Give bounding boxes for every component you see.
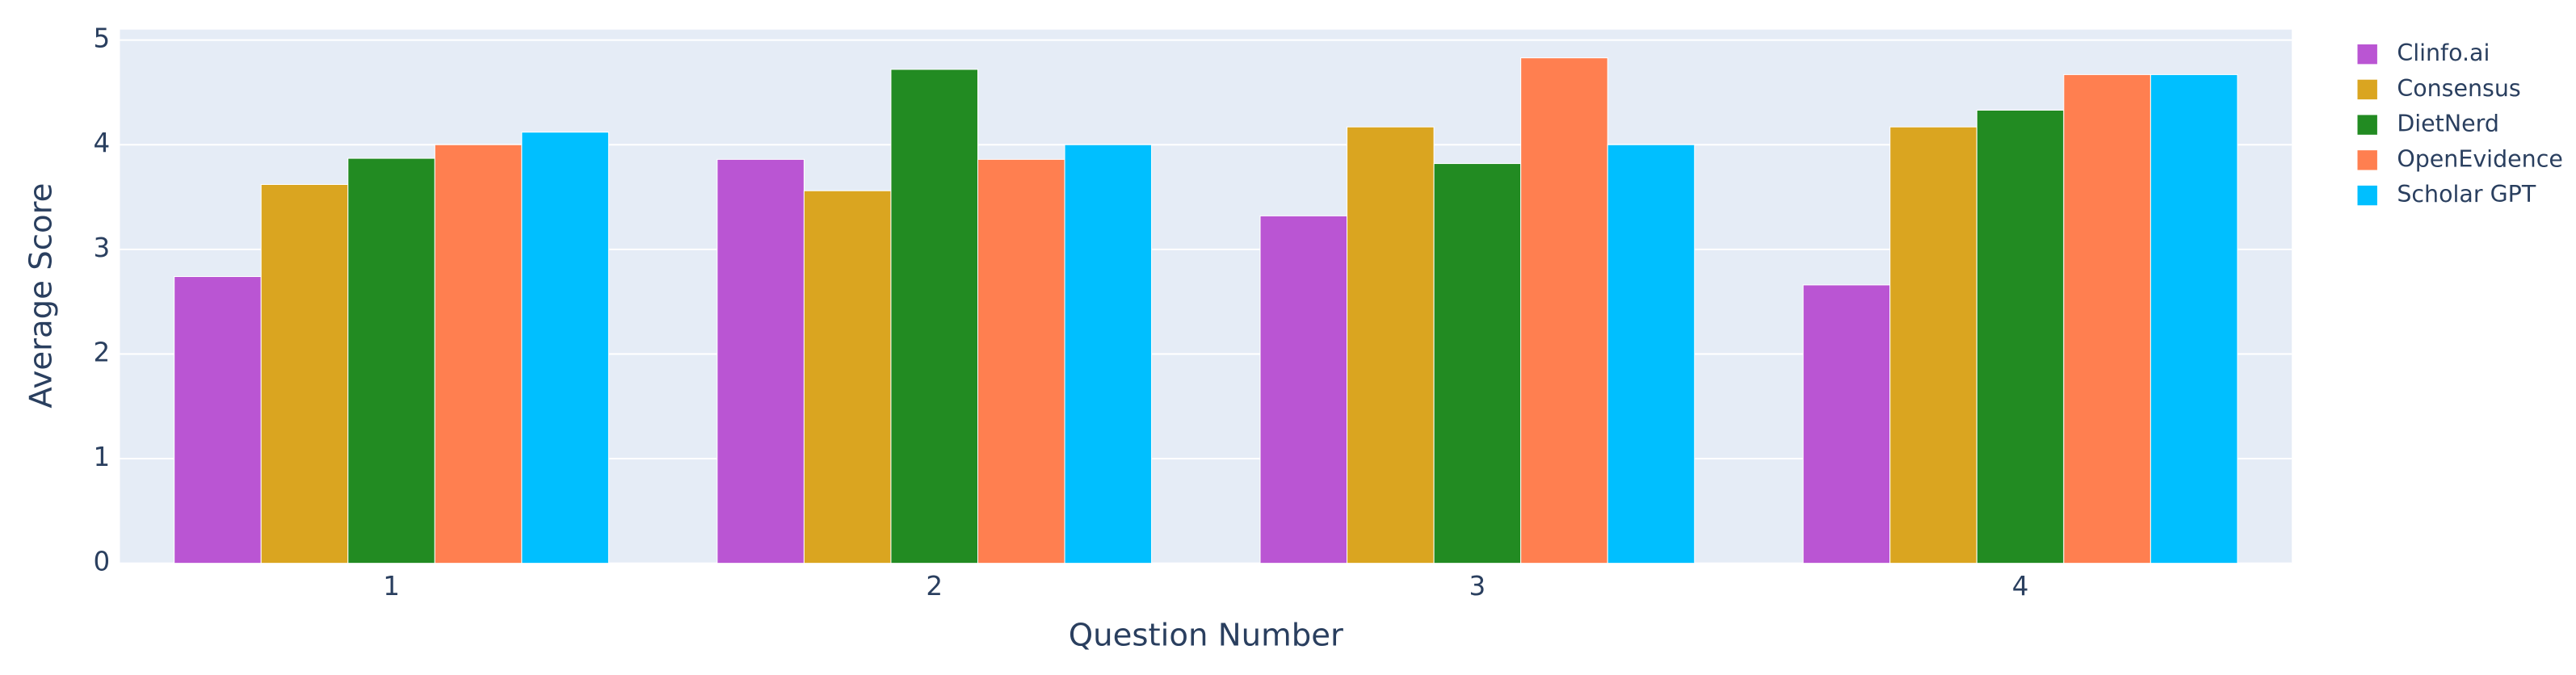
legend-swatch bbox=[2357, 150, 2377, 170]
legend-label: Consensus bbox=[2397, 75, 2520, 102]
bar bbox=[1520, 57, 1608, 564]
bar bbox=[521, 132, 609, 564]
y-tick-label: 0 bbox=[94, 547, 111, 577]
bar bbox=[1433, 163, 1522, 564]
bar bbox=[347, 157, 435, 564]
bar bbox=[2149, 73, 2238, 564]
bar bbox=[434, 144, 523, 564]
legend-label: Scholar GPT bbox=[2397, 181, 2536, 208]
y-tick-label: 3 bbox=[94, 233, 111, 263]
bar bbox=[1347, 126, 1435, 564]
legend-swatch bbox=[2357, 185, 2377, 206]
bar bbox=[803, 190, 892, 564]
x-tick-label: 3 bbox=[1469, 571, 1486, 602]
bar bbox=[890, 69, 979, 564]
bar bbox=[977, 158, 1065, 564]
legend-swatch bbox=[2357, 79, 2377, 100]
y-tick-label: 5 bbox=[94, 23, 111, 54]
legend-swatch bbox=[2357, 115, 2377, 135]
bar bbox=[2063, 73, 2151, 564]
legend-swatch bbox=[2357, 44, 2377, 65]
bar bbox=[1976, 109, 2065, 564]
bar bbox=[1259, 215, 1348, 564]
y-tick-label: 2 bbox=[94, 337, 111, 367]
legend-label: Clinfo.ai bbox=[2397, 40, 2490, 66]
bar bbox=[260, 183, 349, 564]
x-tick-label: 1 bbox=[383, 571, 400, 602]
bar bbox=[174, 276, 262, 564]
y-tick-label: 1 bbox=[94, 442, 111, 472]
x-axis-title: Question Number bbox=[1069, 618, 1343, 654]
bar bbox=[1889, 126, 1977, 564]
bar bbox=[1064, 144, 1153, 564]
x-tick-label: 4 bbox=[2012, 571, 2029, 602]
legend-label: OpenEvidence bbox=[2397, 145, 2563, 172]
y-axis-title: Average Score bbox=[23, 183, 59, 409]
legend-label: DietNerd bbox=[2397, 111, 2499, 137]
bar bbox=[716, 158, 805, 564]
bar bbox=[1802, 284, 1891, 564]
y-tick-label: 4 bbox=[94, 128, 111, 158]
bar bbox=[1607, 144, 1696, 564]
x-tick-label: 2 bbox=[926, 571, 943, 602]
